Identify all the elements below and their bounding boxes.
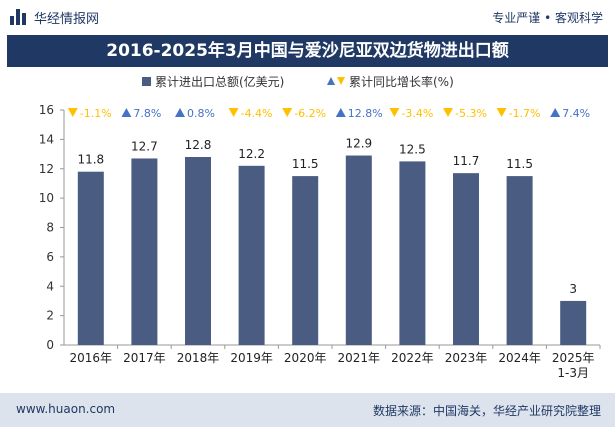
growth-label: 0.8% — [187, 107, 215, 120]
bar-value-label: 11.8 — [77, 153, 104, 167]
bar-value-label: 12.2 — [238, 147, 265, 161]
x-tick-label: 2016年 — [70, 351, 113, 365]
growth-label: -1.7% — [509, 107, 541, 120]
growth-up-marker — [121, 108, 132, 117]
data-source: 数据来源：中国海关，华经产业研究院整理 — [372, 404, 601, 418]
bar — [77, 171, 104, 345]
x-tick-label: 2022年 — [391, 351, 434, 365]
growth-label: 12.8% — [348, 107, 383, 120]
growth-down-marker — [228, 108, 239, 117]
bar-value-label: 11.7 — [453, 154, 480, 168]
growth-down-marker — [282, 108, 293, 117]
y-tick-label: 12 — [39, 162, 54, 176]
y-tick-label: 4 — [46, 279, 54, 293]
x-tick-label: 2023年 — [445, 351, 488, 365]
growth-label: -6.2% — [294, 107, 326, 120]
legend-marker-growth-down — [337, 77, 345, 85]
bar-value-label: 12.5 — [399, 142, 426, 156]
tagline: 专业严谨 • 客观科学 — [492, 11, 603, 25]
growth-down-marker — [389, 108, 400, 117]
growth-down-marker — [443, 108, 453, 117]
bar — [560, 300, 587, 345]
growth-label: -4.4% — [241, 107, 273, 120]
bar-value-label: 12.7 — [131, 139, 158, 153]
x-tick-label: 2024年 — [498, 351, 541, 365]
growth-up-marker — [335, 108, 346, 117]
bar-value-label: 3 — [569, 282, 577, 296]
growth-up-marker — [175, 108, 185, 117]
bar-chart: 累计进出口总额(亿美元) 累计同比增长率(%) 0 2 4 6 8 10 12 14 16 11.8 2… — [39, 74, 601, 380]
y-tick-label: 2 — [46, 309, 54, 323]
footer-bar: www.huaon.com 数据来源：中国海关，华经产业研究院整理 — [0, 393, 615, 427]
chart-title: 2016-2025年3月中国与爱沙尼亚双边货物进出口额 — [7, 35, 608, 67]
y-tick-label: 16 — [39, 103, 54, 117]
bar-value-label: 12.8 — [185, 138, 212, 152]
growth-label: 7.4% — [562, 107, 590, 120]
bar-value-label: 11.5 — [292, 157, 319, 171]
bar — [345, 155, 372, 345]
y-tick-label: 8 — [46, 221, 54, 235]
x-tick-label: 2025年 — [552, 351, 595, 365]
website-url: www.huaon.com — [16, 402, 116, 416]
x-tick-label: 2021年 — [338, 351, 381, 365]
bar — [131, 158, 158, 345]
header-bar: 华经情报网 专业严谨 • 客观科学 — [0, 0, 615, 34]
bar — [506, 176, 533, 345]
growth-label: 7.8% — [133, 107, 161, 120]
brand-name: 华经情报网 — [34, 12, 100, 27]
bar — [292, 176, 319, 345]
growth-label: -5.3% — [455, 107, 487, 120]
bar — [238, 165, 265, 345]
growth-label: -1.1% — [80, 107, 112, 120]
x-tick-label-period: 1-3月 — [557, 366, 589, 380]
growth-down-marker — [496, 108, 507, 117]
growth-down-marker — [67, 108, 78, 117]
legend-marker-growth-up — [327, 77, 335, 85]
bar — [185, 157, 211, 345]
legend-label-growth: 累计同比增长率(%) — [349, 74, 454, 89]
x-tick-label: 2018年 — [177, 351, 220, 365]
x-tick-label: 2020年 — [284, 351, 327, 365]
x-tick-label: 2019年 — [230, 351, 273, 365]
y-tick-label: 0 — [46, 338, 54, 352]
y-tick-label: 6 — [46, 250, 54, 264]
growth-up-marker — [550, 108, 561, 117]
logo-icon — [10, 9, 26, 25]
growth-label: -3.4% — [401, 107, 433, 120]
bar — [399, 161, 426, 345]
legend-swatch-total — [142, 77, 151, 86]
bar-value-label: 11.5 — [506, 157, 533, 171]
legend-label-total: 累计进出口总额(亿美元) — [155, 74, 284, 89]
bar — [453, 173, 479, 345]
bar-value-label: 12.9 — [345, 137, 372, 151]
y-tick-label: 14 — [39, 132, 54, 146]
y-tick-label: 10 — [39, 191, 54, 205]
x-tick-label: 2017年 — [123, 351, 166, 365]
